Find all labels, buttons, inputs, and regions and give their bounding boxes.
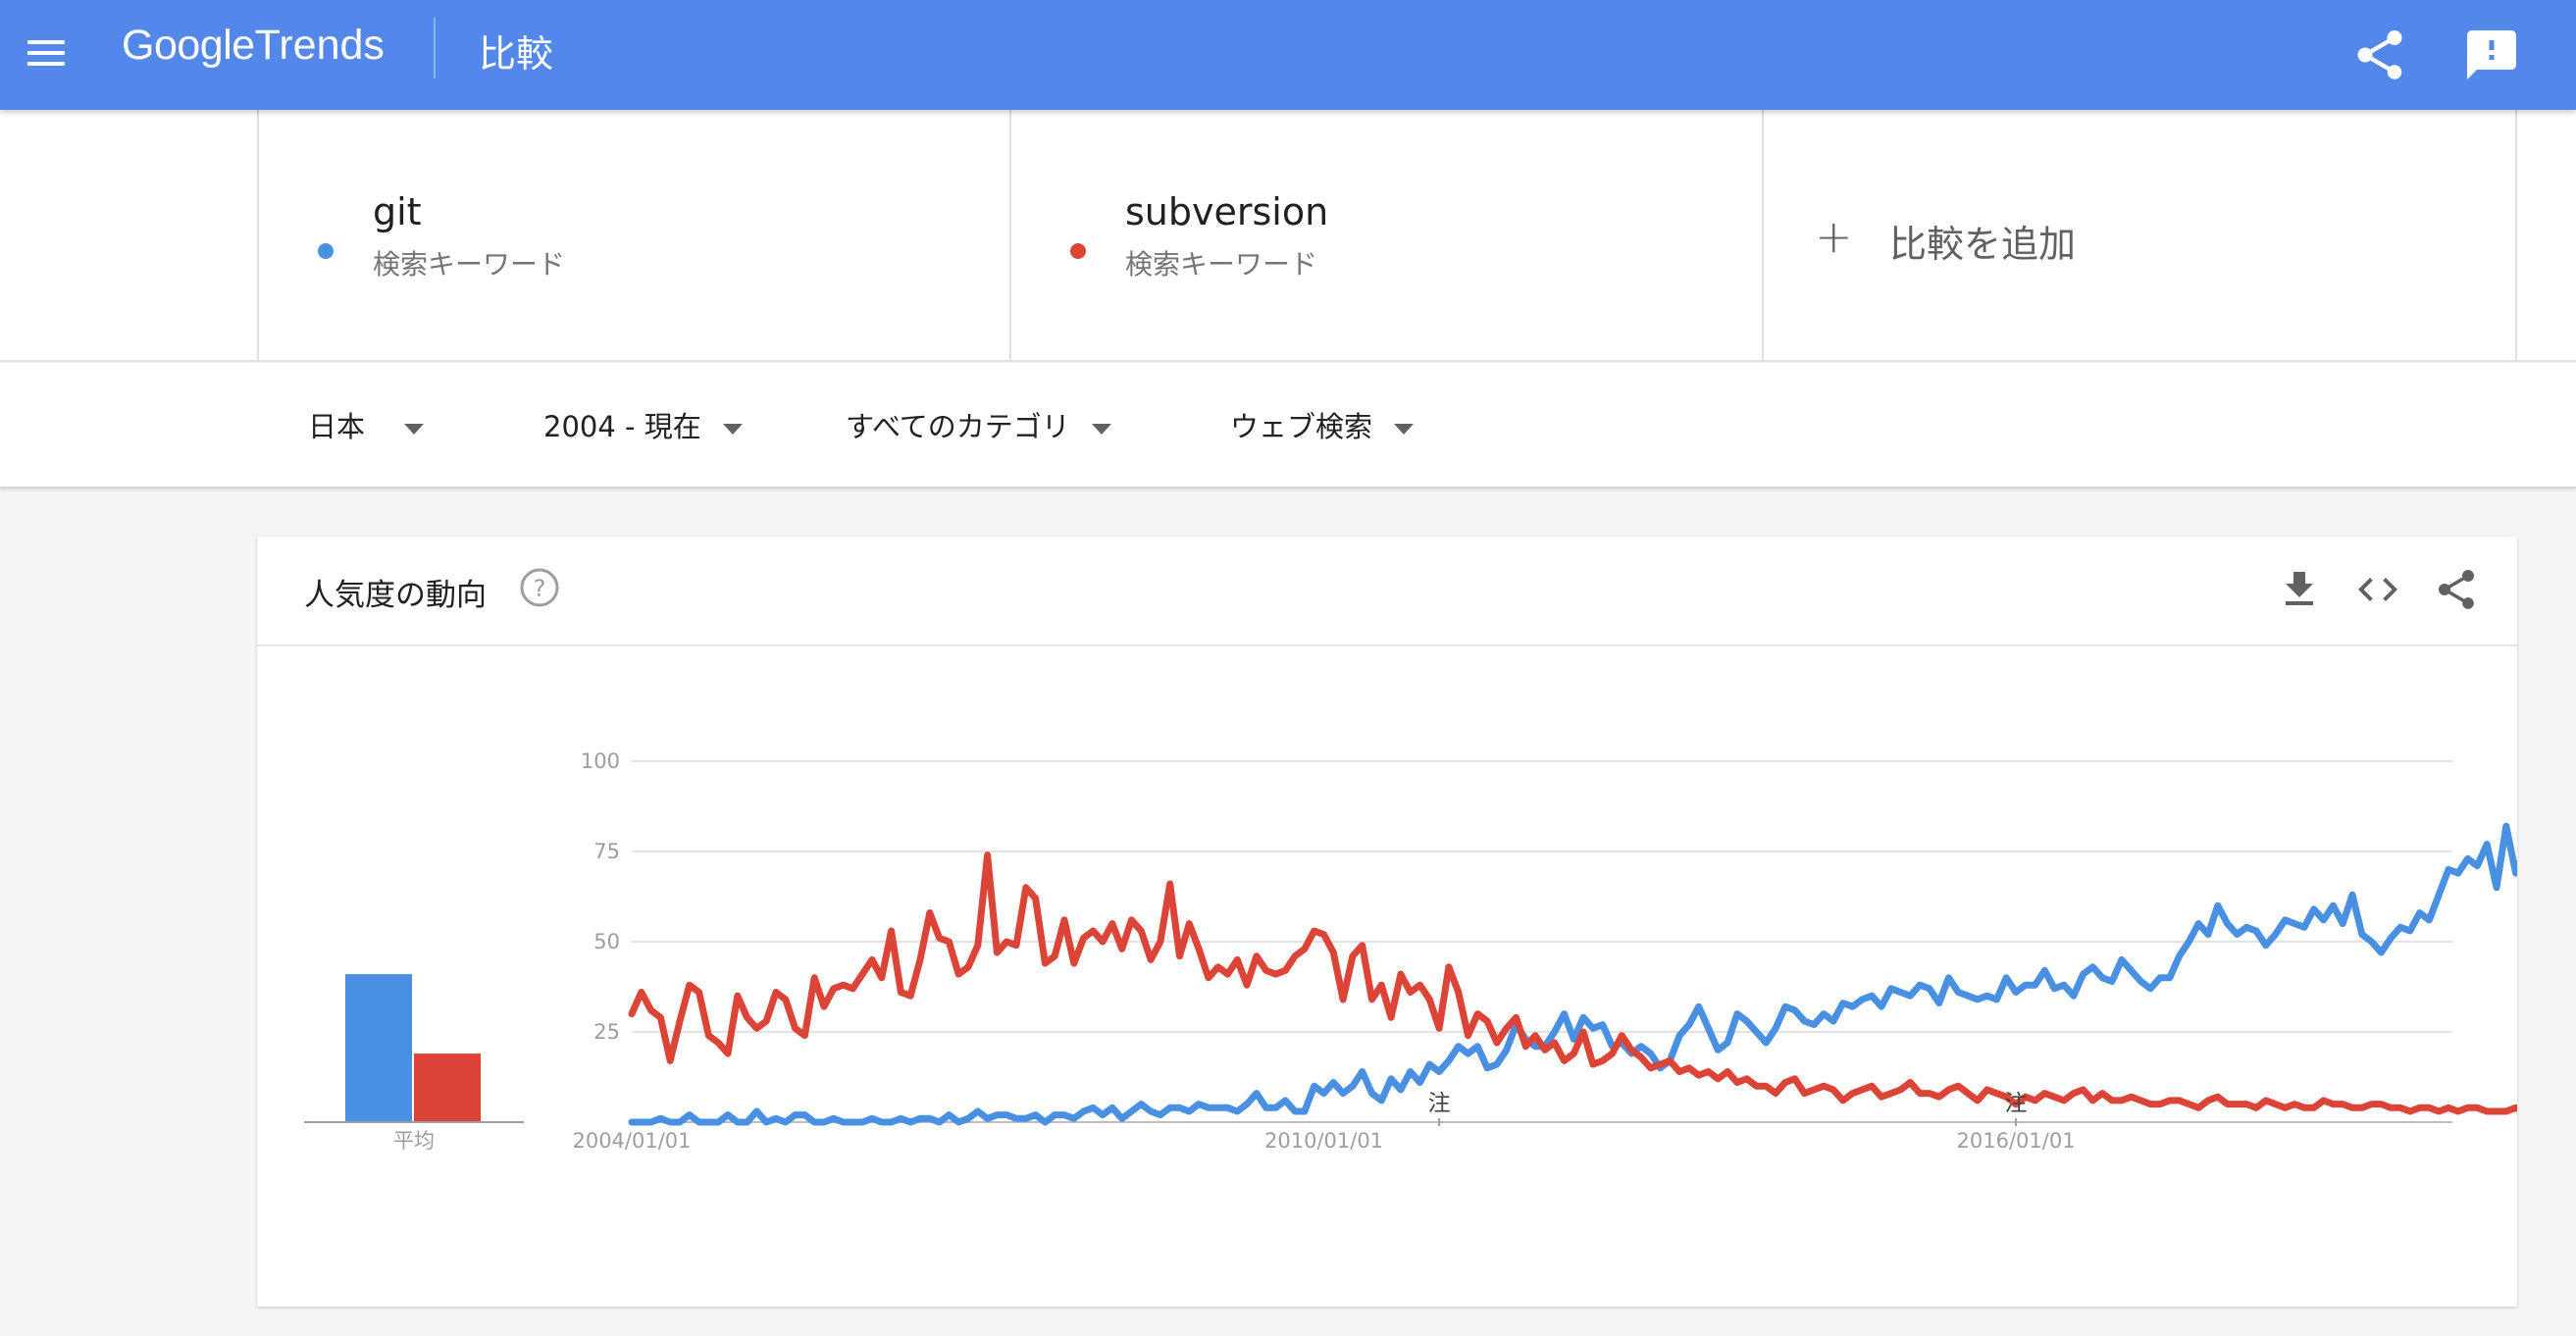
brand-google: Google [122,22,255,69]
x-tick-label: 2016/01/01 [1957,1129,2076,1153]
term-type: 検索キーワード [373,243,565,283]
chevron-down-icon [404,424,424,435]
embed-code-icon[interactable] [2354,566,2401,613]
series-line-subversion [632,855,2517,1119]
menu-icon[interactable] [26,31,67,78]
card-title: 人気度の動向 [304,570,487,614]
chevron-down-icon [1394,424,1414,435]
app-bar: GoogleTrends 比較 [0,0,2576,110]
x-tick-label: 2004/01/01 [572,1129,691,1153]
comparison-panel: git 検索キーワード subversion 検索キーワード + 比較を追加 [0,110,2576,362]
term-card-subversion[interactable]: subversion 検索キーワード [1009,110,1763,362]
region-filter[interactable]: 日本 [308,404,424,443]
y-tick-label: 75 [593,840,620,863]
help-icon[interactable]: ? [518,566,561,609]
region-filter-label: 日本 [308,410,365,443]
series-color-dot [318,243,334,259]
term-type: 検索キーワード [1125,243,1317,283]
share-icon[interactable] [2433,566,2480,613]
x-tick-label: 2010/01/01 [1264,1129,1383,1153]
add-comparison-button[interactable]: + 比較を追加 [1762,110,2517,362]
search-type-filter[interactable]: ウェブ検索 [1230,404,1414,443]
search-type-filter-label: ウェブ検索 [1230,410,1372,443]
plus-icon: + [1815,210,1853,263]
share-icon[interactable] [2350,26,2409,84]
series-color-dot [1070,243,1086,259]
category-filter[interactable]: すべてのカテゴリ [846,404,1111,443]
y-tick-label: 25 [593,1020,620,1044]
card-header: 人気度の動向 ? [257,537,2517,646]
feedback-icon[interactable] [2462,26,2521,84]
y-tick-label: 50 [593,930,620,953]
period-filter[interactable]: 2004 - 現在 [543,404,743,443]
filter-bar: 日本 2004 - 現在 すべてのカテゴリ ウェブ検索 [0,363,2576,488]
app-bar-divider [434,18,436,78]
brand-trends: Trends [255,22,385,69]
interest-over-time-card: 人気度の動向 ? 平均 25 50 75 100 2004/01/01 2010/01/0… [257,537,2517,1307]
category-filter-label: すべてのカテゴリ [846,410,1070,443]
term-name: subversion [1125,190,1328,233]
trend-line-chart: 25 50 75 100 2004/01/01 2010/01/01 2016/01/01 注… [257,646,2517,1307]
chevron-down-icon [723,424,743,435]
period-filter-label: 2004 - 現在 [543,410,701,443]
page-title: 比較 [479,24,553,77]
download-icon[interactable] [2276,566,2323,613]
add-comparison-label: 比較を追加 [1889,214,2076,268]
y-tick-label: 100 [581,749,620,773]
svg-text:?: ? [534,575,546,602]
google-trends-logo[interactable]: GoogleTrends [122,22,385,80]
term-name: git [373,190,422,233]
note-marker[interactable]: 注 [1428,1091,1451,1116]
note-marker[interactable]: 注 [2005,1091,2028,1116]
term-card-git[interactable]: git 検索キーワード [257,110,1010,362]
chevron-down-icon [1092,424,1111,435]
